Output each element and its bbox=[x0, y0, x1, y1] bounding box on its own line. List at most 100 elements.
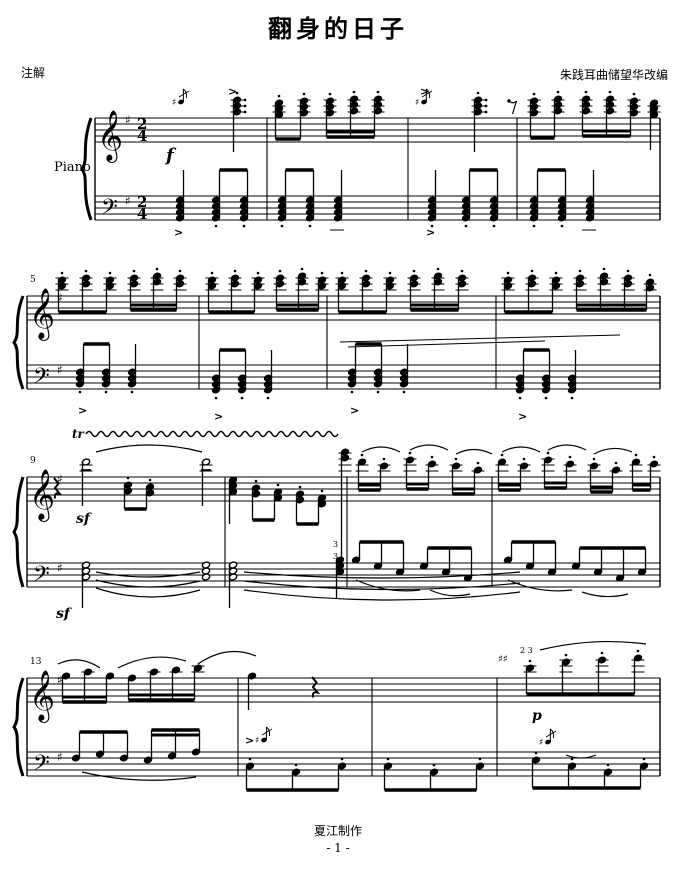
slur bbox=[501, 446, 541, 453]
time-signature: 4 bbox=[137, 127, 147, 145]
note-beam-group bbox=[272, 92, 311, 141]
note-beam-group bbox=[503, 540, 557, 576]
quarter-rest bbox=[53, 477, 63, 499]
half-note-chord bbox=[201, 561, 211, 581]
note-beam-group bbox=[351, 540, 405, 576]
brace-icon bbox=[80, 117, 93, 221]
slur bbox=[455, 448, 493, 455]
key-signature-sharp: ♯ bbox=[57, 561, 63, 575]
staccato-dot bbox=[256, 271, 260, 275]
note-chord bbox=[567, 350, 577, 400]
sharp-icon: ♯ bbox=[539, 738, 543, 748]
staccato-dot bbox=[320, 271, 324, 275]
slur bbox=[95, 444, 203, 453]
staccato-dot bbox=[360, 453, 364, 457]
fingering-number: 2 3 bbox=[520, 646, 533, 655]
expression-line bbox=[347, 340, 546, 348]
staccato-dot bbox=[634, 453, 638, 457]
brace-icon bbox=[12, 476, 25, 588]
note-beam-group bbox=[277, 168, 315, 228]
staccato-dot bbox=[652, 455, 656, 459]
note-chord bbox=[247, 672, 257, 710]
note-beam-group bbox=[55, 269, 117, 314]
staccato-dot bbox=[214, 396, 218, 400]
note-beam-group bbox=[407, 267, 469, 312]
slur bbox=[429, 589, 471, 597]
slur bbox=[95, 579, 201, 588]
slur bbox=[409, 444, 449, 451]
staccato-dot bbox=[240, 396, 244, 400]
staccato-dot bbox=[626, 269, 630, 273]
staccato-dot bbox=[308, 224, 312, 228]
augmentation-dot bbox=[243, 110, 247, 114]
staccato-dot bbox=[436, 267, 440, 271]
staccato-dot bbox=[78, 390, 82, 394]
staccato-dot bbox=[544, 396, 548, 400]
measure-number: 5 bbox=[30, 275, 36, 285]
staccato-dot bbox=[280, 224, 284, 228]
key-signature-sharp: ♯ bbox=[57, 472, 63, 486]
slur bbox=[547, 444, 587, 451]
staccato-dot bbox=[210, 271, 214, 275]
staccato-dot bbox=[126, 476, 130, 480]
staccato-dot bbox=[606, 763, 610, 767]
staccato-dot bbox=[632, 92, 636, 96]
note-beam-group bbox=[629, 453, 661, 492]
treble-clef-icon: 𝄞 bbox=[97, 110, 123, 163]
brace-icon bbox=[12, 295, 25, 390]
treble-clef-icon: 𝄞 bbox=[29, 288, 55, 341]
slur bbox=[581, 591, 629, 598]
note-beam-group bbox=[573, 267, 657, 312]
note-beam-group bbox=[531, 751, 649, 790]
dynamic-marking: sf bbox=[76, 511, 93, 527]
dynamic-marking: sf bbox=[56, 606, 73, 622]
staccato-dot bbox=[568, 455, 572, 459]
staccato-dot bbox=[130, 390, 134, 394]
staccato-dot bbox=[546, 451, 550, 455]
measure-number: 13 bbox=[30, 657, 42, 667]
note-beam-group bbox=[383, 757, 485, 792]
augmentation-dot bbox=[243, 104, 247, 108]
staccato-dot bbox=[454, 457, 458, 461]
staccato-dot bbox=[556, 90, 560, 94]
slur bbox=[243, 580, 521, 591]
accent-mark: > bbox=[420, 85, 429, 98]
augmentation-dot bbox=[484, 110, 488, 114]
bass-clef-icon: 𝄢 bbox=[33, 364, 50, 394]
note-chord bbox=[127, 344, 137, 394]
bass-clef-icon: 𝄢 bbox=[33, 562, 50, 592]
slur bbox=[361, 446, 401, 453]
staccato-dot bbox=[352, 90, 356, 94]
music-system: 𝄞𝄢♯♯13♯ ♯>p♯♯2 3 bbox=[12, 640, 661, 792]
note-beam-group bbox=[529, 168, 567, 228]
note-beam-group bbox=[211, 168, 249, 228]
half-note-chord bbox=[81, 561, 91, 608]
staccato-dot bbox=[432, 763, 436, 767]
note-beam-group bbox=[587, 457, 623, 494]
staccato-dot bbox=[430, 455, 434, 459]
staccato-dot bbox=[460, 269, 464, 273]
staccato-dot bbox=[298, 485, 302, 489]
note-chord bbox=[338, 448, 352, 560]
note-beam-group bbox=[527, 90, 565, 140]
music-system: 𝄞 𝄢 ♯ ♯ 9 sf sf 3 3 tr bbox=[12, 427, 661, 622]
note-chord bbox=[647, 99, 661, 150]
note-beam-group bbox=[523, 649, 645, 696]
slur bbox=[81, 771, 197, 781]
staccato-dot bbox=[233, 269, 237, 273]
slur bbox=[565, 754, 597, 759]
staccato-dot bbox=[532, 224, 536, 228]
staccato-dot bbox=[248, 757, 252, 761]
staccato-dot bbox=[492, 224, 496, 228]
staccato-dot bbox=[570, 757, 574, 761]
staccato-dot bbox=[608, 90, 612, 94]
staccato-dot bbox=[155, 267, 159, 271]
staccato-dot bbox=[602, 267, 606, 271]
sharp-icon: ♯ bbox=[172, 98, 176, 108]
slur bbox=[197, 650, 257, 665]
note-beam-group bbox=[75, 342, 111, 394]
key-signature-sharp: ♯ bbox=[57, 291, 63, 305]
